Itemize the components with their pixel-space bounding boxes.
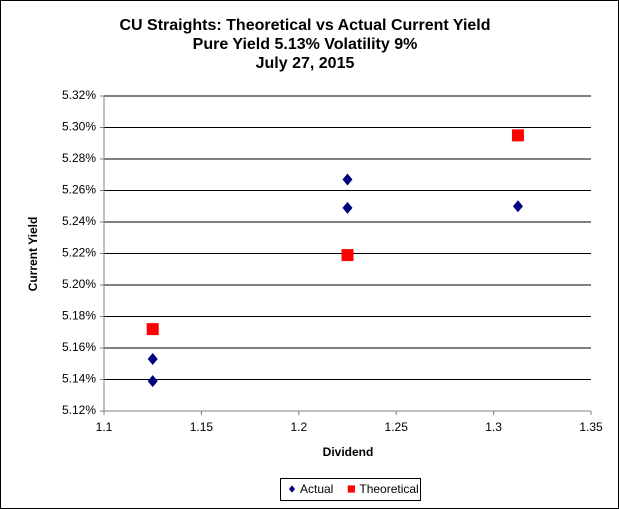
- y-tick-label: 5.22%: [62, 246, 96, 260]
- legend-marker: [289, 485, 295, 493]
- data-point: [511, 129, 524, 142]
- data-point: [342, 173, 353, 186]
- x-axis-label: Dividend: [323, 445, 374, 459]
- x-tick-label: 1.3: [485, 420, 502, 434]
- x-tick-label: 1.2: [290, 420, 307, 434]
- data-point: [147, 375, 158, 388]
- y-tick-label: 5.12%: [62, 403, 96, 417]
- y-tick-label: 5.18%: [62, 309, 96, 323]
- data-point: [146, 323, 159, 336]
- legend-marker: [347, 485, 355, 493]
- legend-label: Theoretical: [359, 482, 418, 496]
- chart-title: CU Straights: Theoretical vs Actual Curr…: [119, 17, 490, 34]
- y-tick-label: 5.16%: [62, 340, 96, 354]
- x-tick-label: 1.25: [385, 420, 409, 434]
- x-tick-label: 1.35: [579, 420, 603, 434]
- y-axis-label: Current Yield: [26, 217, 40, 292]
- y-tick-label: 5.26%: [62, 183, 96, 197]
- y-tick-label: 5.14%: [62, 372, 96, 386]
- chart-date: July 27, 2015: [256, 55, 355, 72]
- data-point: [341, 249, 354, 262]
- y-tick-label: 5.32%: [62, 88, 96, 102]
- x-tick-label: 1.1: [96, 420, 113, 434]
- legend-label: Actual: [300, 482, 333, 496]
- x-tick-label: 1.15: [190, 420, 214, 434]
- y-tick-label: 5.20%: [62, 277, 96, 291]
- data-point: [147, 353, 158, 366]
- y-tick-label: 5.30%: [62, 120, 96, 134]
- y-tick-label: 5.24%: [62, 214, 96, 228]
- data-point: [512, 200, 523, 213]
- data-point: [342, 201, 353, 214]
- y-tick-label: 5.28%: [62, 151, 96, 165]
- chart-subtitle: Pure Yield 5.13% Volatility 9%: [193, 36, 418, 53]
